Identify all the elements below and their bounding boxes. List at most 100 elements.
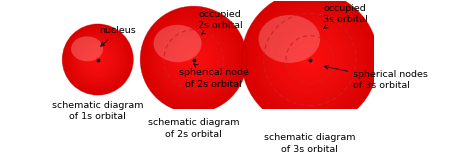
- Ellipse shape: [67, 28, 129, 91]
- Ellipse shape: [252, 1, 368, 118]
- Ellipse shape: [84, 46, 111, 73]
- Ellipse shape: [260, 10, 359, 109]
- Ellipse shape: [148, 14, 239, 105]
- Ellipse shape: [149, 15, 237, 103]
- Ellipse shape: [272, 22, 347, 97]
- Ellipse shape: [63, 25, 132, 94]
- Text: occupied
3s orbital: occupied 3s orbital: [323, 4, 367, 29]
- Ellipse shape: [286, 36, 334, 83]
- Ellipse shape: [81, 43, 115, 76]
- Ellipse shape: [160, 26, 227, 93]
- Ellipse shape: [94, 56, 101, 63]
- Ellipse shape: [175, 41, 212, 78]
- Ellipse shape: [182, 48, 206, 72]
- Ellipse shape: [82, 43, 114, 76]
- Ellipse shape: [147, 13, 240, 106]
- Ellipse shape: [144, 10, 243, 109]
- Ellipse shape: [164, 30, 223, 89]
- Ellipse shape: [62, 24, 133, 95]
- Ellipse shape: [154, 25, 201, 62]
- Ellipse shape: [162, 27, 226, 91]
- Ellipse shape: [159, 25, 228, 94]
- Ellipse shape: [241, 0, 378, 128]
- Ellipse shape: [188, 54, 199, 65]
- Ellipse shape: [258, 15, 320, 63]
- Ellipse shape: [151, 17, 236, 102]
- Ellipse shape: [82, 44, 113, 75]
- Ellipse shape: [78, 40, 118, 79]
- Ellipse shape: [171, 37, 216, 82]
- Ellipse shape: [93, 55, 102, 64]
- Ellipse shape: [306, 56, 313, 63]
- Ellipse shape: [262, 12, 358, 107]
- Ellipse shape: [279, 29, 341, 90]
- Ellipse shape: [301, 51, 319, 68]
- Ellipse shape: [281, 30, 339, 89]
- Ellipse shape: [75, 37, 120, 82]
- Ellipse shape: [155, 21, 232, 98]
- Ellipse shape: [76, 38, 119, 81]
- Ellipse shape: [83, 45, 112, 74]
- Ellipse shape: [92, 54, 103, 65]
- Ellipse shape: [157, 24, 229, 96]
- Ellipse shape: [69, 31, 126, 88]
- Text: spherical nodes
of 3s orbital: spherical nodes of 3s orbital: [324, 65, 428, 90]
- Ellipse shape: [187, 53, 200, 66]
- Ellipse shape: [257, 6, 363, 112]
- Ellipse shape: [284, 34, 336, 85]
- Ellipse shape: [77, 39, 118, 80]
- Text: schematic diagram
of 1s orbital: schematic diagram of 1s orbital: [52, 101, 144, 121]
- Ellipse shape: [180, 46, 207, 73]
- Ellipse shape: [271, 20, 349, 99]
- Ellipse shape: [190, 55, 198, 64]
- Ellipse shape: [152, 18, 235, 101]
- Ellipse shape: [79, 41, 117, 78]
- Ellipse shape: [250, 0, 370, 119]
- Ellipse shape: [142, 7, 246, 112]
- Ellipse shape: [183, 49, 204, 70]
- Ellipse shape: [269, 18, 351, 101]
- Ellipse shape: [283, 32, 337, 87]
- Ellipse shape: [68, 30, 127, 89]
- Ellipse shape: [87, 49, 109, 70]
- Ellipse shape: [71, 36, 103, 61]
- Ellipse shape: [95, 57, 100, 62]
- Ellipse shape: [294, 44, 325, 75]
- Text: schematic diagram
of 2s orbital: schematic diagram of 2s orbital: [148, 118, 239, 139]
- Ellipse shape: [289, 39, 330, 80]
- Ellipse shape: [167, 33, 220, 86]
- Ellipse shape: [165, 31, 221, 88]
- Text: occupied
2s orbital: occupied 2s orbital: [198, 10, 242, 34]
- Ellipse shape: [143, 9, 244, 110]
- Ellipse shape: [70, 32, 125, 87]
- Ellipse shape: [255, 5, 365, 114]
- Ellipse shape: [74, 36, 122, 84]
- Ellipse shape: [274, 24, 346, 95]
- Ellipse shape: [267, 17, 353, 102]
- Ellipse shape: [170, 36, 218, 84]
- Ellipse shape: [303, 53, 317, 66]
- Ellipse shape: [172, 38, 215, 81]
- Ellipse shape: [80, 42, 116, 77]
- Ellipse shape: [89, 51, 107, 68]
- Ellipse shape: [293, 43, 327, 77]
- Ellipse shape: [265, 15, 354, 104]
- Ellipse shape: [154, 19, 234, 100]
- Ellipse shape: [308, 58, 311, 61]
- Ellipse shape: [296, 46, 324, 73]
- Ellipse shape: [300, 49, 320, 70]
- Ellipse shape: [254, 3, 366, 116]
- Ellipse shape: [248, 0, 372, 121]
- Ellipse shape: [291, 41, 328, 78]
- Ellipse shape: [72, 34, 124, 85]
- Ellipse shape: [258, 8, 361, 111]
- Ellipse shape: [192, 58, 195, 61]
- Text: nucleus: nucleus: [100, 26, 137, 46]
- Ellipse shape: [246, 0, 373, 123]
- Ellipse shape: [64, 26, 132, 93]
- Text: spherical node
of 2s orbital: spherical node of 2s orbital: [179, 64, 248, 89]
- Ellipse shape: [88, 50, 108, 69]
- Ellipse shape: [163, 29, 224, 90]
- Ellipse shape: [90, 52, 106, 67]
- Ellipse shape: [140, 6, 247, 113]
